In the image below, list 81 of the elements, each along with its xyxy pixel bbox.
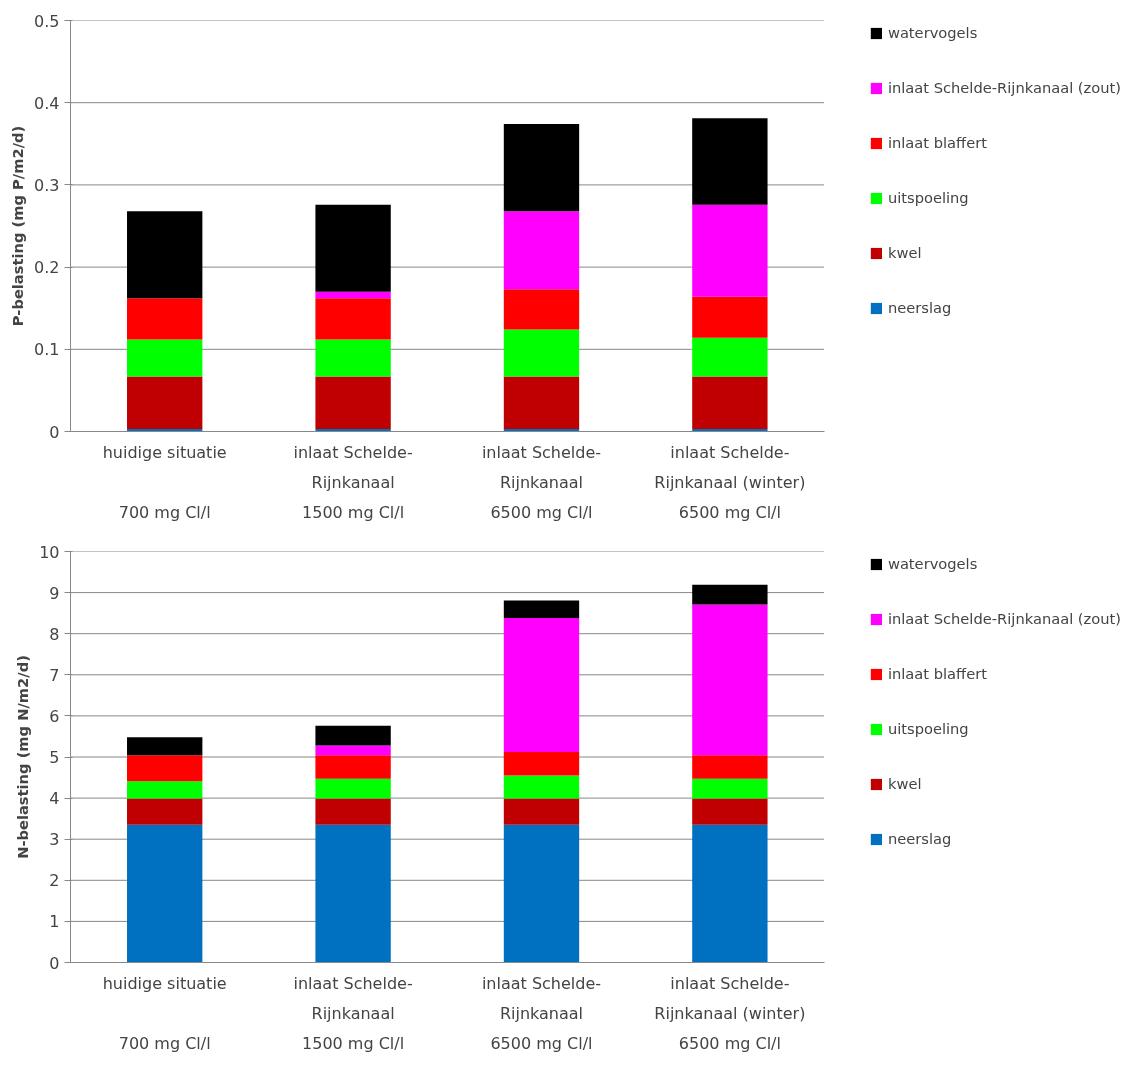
bar [503, 289, 580, 330]
bar [127, 211, 203, 299]
bar [692, 778, 768, 799]
bar [692, 604, 768, 756]
y-axis-title: P-belasting (mg P/m2/d) [9, 125, 27, 327]
legend-label: inlaat Schelde-Rijnkanaal (zout) [887, 79, 1121, 96]
bar [503, 752, 580, 776]
bar [503, 376, 580, 430]
y-tick-label: 5 [49, 748, 60, 767]
bar [692, 204, 768, 297]
x-tick-label: inlaat Schelde- Rijnkanaal 1500 mg Cl/l [293, 442, 413, 523]
bar [503, 329, 580, 377]
y-tick-label: 0.2 [34, 258, 60, 278]
legend-label: kwel [887, 775, 922, 792]
legend-label: uitspoeling [887, 720, 969, 737]
bar [503, 618, 580, 753]
bar [503, 798, 580, 825]
bar [692, 296, 768, 338]
bar [127, 339, 203, 377]
bar [315, 824, 391, 963]
bar [315, 798, 391, 825]
legend-label: inlaat blaffert [887, 665, 987, 682]
bar [692, 584, 768, 605]
bar [127, 755, 203, 782]
bar [692, 755, 768, 779]
y-tick-label: 2 [49, 871, 60, 891]
y-tick-label: 8 [49, 624, 60, 644]
bar [692, 376, 768, 430]
y-tick-label: 1 [49, 912, 60, 932]
category-label: huidige situatie 700 mg Cl/l [102, 442, 227, 523]
bar [692, 337, 768, 377]
bar [503, 211, 580, 290]
bar [315, 725, 391, 746]
legend-label: watervogels [887, 24, 978, 41]
bar [315, 204, 391, 292]
bar [503, 775, 580, 799]
y-tick-label: 10 [39, 542, 60, 562]
y-tick-label: 4 [49, 789, 60, 809]
y-tick-label: 7 [49, 665, 60, 685]
legend-label: inlaat Schelde-Rijnkanaal (zout) [887, 610, 1121, 627]
bar [127, 798, 203, 825]
bar [315, 376, 391, 430]
bar [315, 298, 391, 340]
legend-label: watervogels [887, 555, 978, 572]
bar [127, 781, 203, 799]
legend-label: kwel [887, 244, 922, 261]
bar [127, 824, 203, 963]
x-tick-label: inlaat Schelde- Rijnkanaal 6500 mg Cl/l [481, 442, 602, 523]
y-tick-label: 0.1 [34, 340, 60, 360]
bar [503, 124, 580, 212]
bar [315, 339, 391, 377]
y-tick-label: 3 [49, 830, 60, 850]
bar [127, 737, 203, 756]
category-label: huidige situatie 700 mg Cl/l [102, 973, 227, 1054]
bar [692, 118, 768, 205]
x-tick-label: inlaat Schelde- Rijnkanaal (winter) 6500 mg Cl/l [654, 442, 806, 523]
bar [503, 600, 580, 619]
legend-label: uitspoeling [887, 189, 969, 206]
bar [315, 755, 391, 779]
bar [692, 798, 768, 825]
legend-label: neerslag [887, 299, 952, 316]
y-tick-label: 0 [49, 953, 60, 973]
bar [692, 824, 768, 963]
legend-label: inlaat blaffert [887, 134, 987, 151]
bar [315, 778, 391, 799]
y-tick-label: 0.4 [34, 93, 60, 113]
bar [127, 376, 203, 430]
y-tick-label: 0.3 [34, 175, 60, 195]
x-tick-label: inlaat Schelde- Rijnkanaal 6500 mg Cl/l [481, 973, 602, 1054]
x-tick-label: inlaat Schelde- Rijnkanaal (winter) 6500 mg Cl/l [654, 973, 806, 1054]
y-tick-label: 0.5 [34, 11, 60, 31]
bar [315, 291, 391, 299]
bar [503, 824, 580, 963]
y-axis-title: N-belasting (mg N/m2/d) [14, 655, 32, 859]
y-tick-label: 0 [49, 422, 60, 442]
bar [127, 298, 203, 340]
x-tick-label: inlaat Schelde- Rijnkanaal 1500 mg Cl/l [293, 973, 413, 1054]
y-tick-label: 9 [49, 583, 60, 603]
bar [315, 745, 391, 756]
y-tick-label: 6 [49, 706, 60, 726]
legend-label: neerslag [887, 830, 952, 847]
